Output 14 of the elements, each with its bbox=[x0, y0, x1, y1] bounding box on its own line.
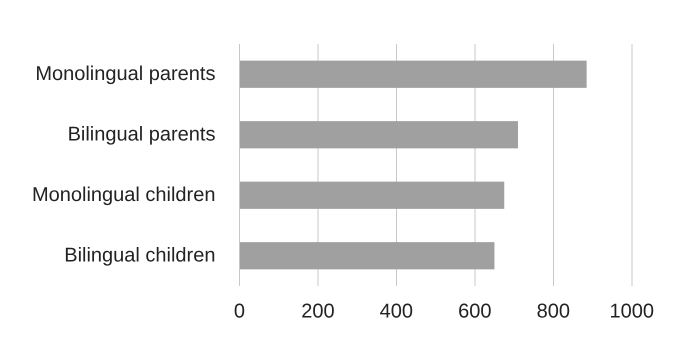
y-tick-label: Bilingual children bbox=[64, 244, 216, 266]
bar bbox=[240, 121, 518, 148]
x-tick-label: 400 bbox=[380, 300, 414, 323]
y-tick-label: Monolingual children bbox=[32, 184, 216, 206]
y-tick-label: Bilingual parents bbox=[68, 123, 216, 146]
bar bbox=[240, 242, 494, 270]
x-tick-label: 600 bbox=[458, 300, 492, 323]
y-tick-label: Monolingual parents bbox=[35, 62, 216, 85]
x-tick-label: 200 bbox=[301, 300, 335, 323]
bar bbox=[240, 182, 504, 209]
x-tick-label: 0 bbox=[234, 300, 246, 323]
x-tick-label: 800 bbox=[536, 300, 570, 323]
bar bbox=[240, 60, 587, 88]
x-tick-label: 1000 bbox=[610, 300, 654, 323]
